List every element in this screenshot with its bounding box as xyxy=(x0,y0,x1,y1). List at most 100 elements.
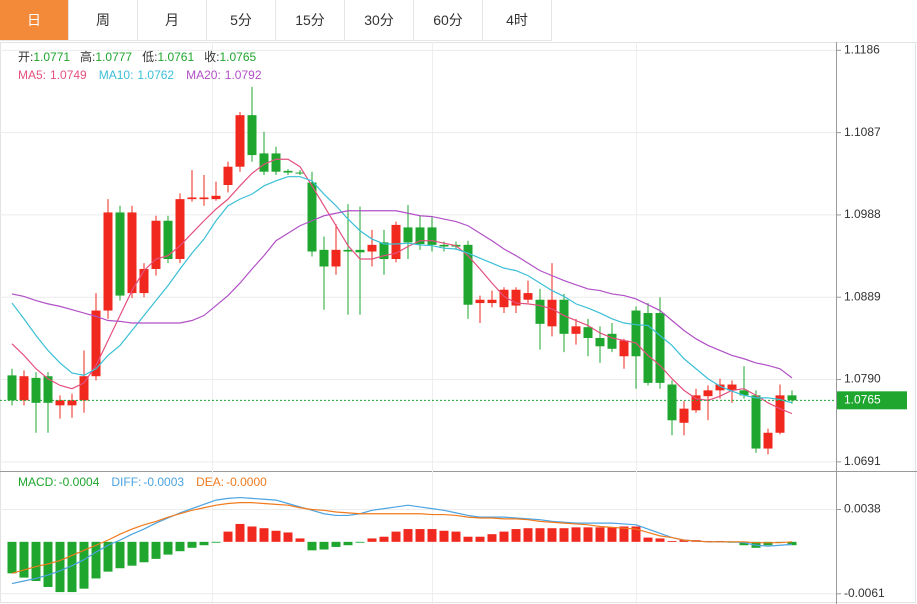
candle-body xyxy=(427,227,437,245)
macd-bar xyxy=(31,541,41,582)
legend-name: MA5: xyxy=(18,68,46,82)
candle-body xyxy=(559,299,569,334)
legend-value: 1.0749 xyxy=(50,68,87,82)
candle-body xyxy=(475,299,485,304)
y-tick-label: 1.0790 xyxy=(844,372,881,386)
candle-body xyxy=(607,333,617,349)
candle-body xyxy=(751,395,761,449)
legend-value: 1.0762 xyxy=(137,68,174,82)
macd-bar xyxy=(103,541,113,572)
macd-bar xyxy=(331,541,341,547)
candle-body xyxy=(43,376,53,403)
macd-bar xyxy=(151,541,161,559)
candle-body xyxy=(187,197,197,200)
macd-bar xyxy=(667,540,677,542)
legend-name: MA20: xyxy=(186,68,221,82)
macd-bar xyxy=(91,541,101,579)
macd-bar xyxy=(79,541,89,589)
last-price-label: 1.0765 xyxy=(844,393,881,407)
macd-bar xyxy=(319,541,329,550)
candle-body xyxy=(295,172,305,174)
candle-body xyxy=(331,249,341,267)
macd-bar xyxy=(571,527,581,542)
candle-body xyxy=(415,227,425,245)
macd-line xyxy=(11,496,793,585)
candle-body xyxy=(127,212,137,294)
ohlc-label: 收: xyxy=(204,50,219,64)
macd-bar xyxy=(583,527,593,542)
y-tick-label: 1.1186 xyxy=(844,42,880,56)
candle-body xyxy=(379,242,389,259)
macd-bar xyxy=(355,541,365,543)
macd-bar xyxy=(379,536,389,542)
macd-bar xyxy=(211,541,221,543)
macd-bar xyxy=(427,529,437,542)
candle-body xyxy=(703,390,713,397)
period-tab[interactable]: 4时 xyxy=(483,0,552,41)
legend-value: 1.0792 xyxy=(225,68,262,82)
candle-body xyxy=(235,115,245,167)
candle-body xyxy=(439,244,449,247)
ohlc-label: 开: xyxy=(18,50,33,64)
ohlc-value: 1.0777 xyxy=(95,50,132,64)
candle-body xyxy=(355,249,365,253)
period-tab[interactable]: 15分 xyxy=(276,0,345,41)
candle-body xyxy=(403,227,413,243)
candle-body xyxy=(307,182,317,252)
macd-bar xyxy=(559,528,569,542)
period-tabs: 日周月 5分 15分 30分 60分 4时 xyxy=(0,0,552,42)
macd-bar xyxy=(619,526,629,542)
candle-body xyxy=(211,195,221,200)
macd-bar xyxy=(115,541,125,569)
macd-bar xyxy=(679,540,689,542)
candle-body xyxy=(523,293,533,300)
y-tick-label: 1.0691 xyxy=(844,454,881,468)
period-tab[interactable]: 5分 xyxy=(207,0,276,41)
candle-body xyxy=(91,310,101,377)
y-tick-label: 1.0889 xyxy=(844,289,881,303)
macd-bar xyxy=(475,536,485,542)
ma-line xyxy=(11,210,793,379)
y-tick-label: 1.1087 xyxy=(844,125,881,139)
macd-line xyxy=(11,502,793,574)
macd-bar xyxy=(55,541,65,593)
candle-body xyxy=(283,170,293,173)
macd-bar xyxy=(199,541,209,546)
macd-bar xyxy=(175,541,185,552)
macd-bar xyxy=(595,527,605,542)
macd-bar xyxy=(631,526,641,542)
period-tab[interactable]: 月 xyxy=(138,0,207,41)
macd-bar xyxy=(235,523,245,542)
period-tab[interactable]: 日 xyxy=(0,0,69,41)
candle-body xyxy=(367,244,377,252)
macd-bar xyxy=(139,541,149,563)
candle-body xyxy=(175,199,185,259)
macd-bar xyxy=(247,526,257,542)
period-tab[interactable]: 60分 xyxy=(414,0,483,41)
candle-body xyxy=(643,313,653,383)
candle-body xyxy=(571,326,581,334)
legend-value: -0.0004 xyxy=(59,475,100,489)
candle-body xyxy=(463,244,473,305)
macd-bar xyxy=(439,530,449,542)
y-tick-label: -0.0061 xyxy=(844,586,885,600)
macd-bar xyxy=(163,541,173,555)
macd-bar xyxy=(547,528,557,542)
period-tab[interactable]: 30分 xyxy=(345,0,414,41)
macd-bar xyxy=(259,528,269,542)
ma-line xyxy=(11,158,793,415)
candle-body xyxy=(151,220,161,269)
ma-line xyxy=(11,176,793,404)
macd-bar xyxy=(643,537,653,542)
macd-bar xyxy=(343,541,353,546)
candle-body xyxy=(715,384,725,391)
period-tab[interactable]: 周 xyxy=(69,0,138,41)
macd-bar xyxy=(763,541,773,546)
candle-body xyxy=(19,376,29,401)
candle-body xyxy=(619,340,629,357)
candle-body xyxy=(499,289,509,308)
legend-name: DEA: xyxy=(196,475,224,489)
candle-body xyxy=(31,377,41,403)
